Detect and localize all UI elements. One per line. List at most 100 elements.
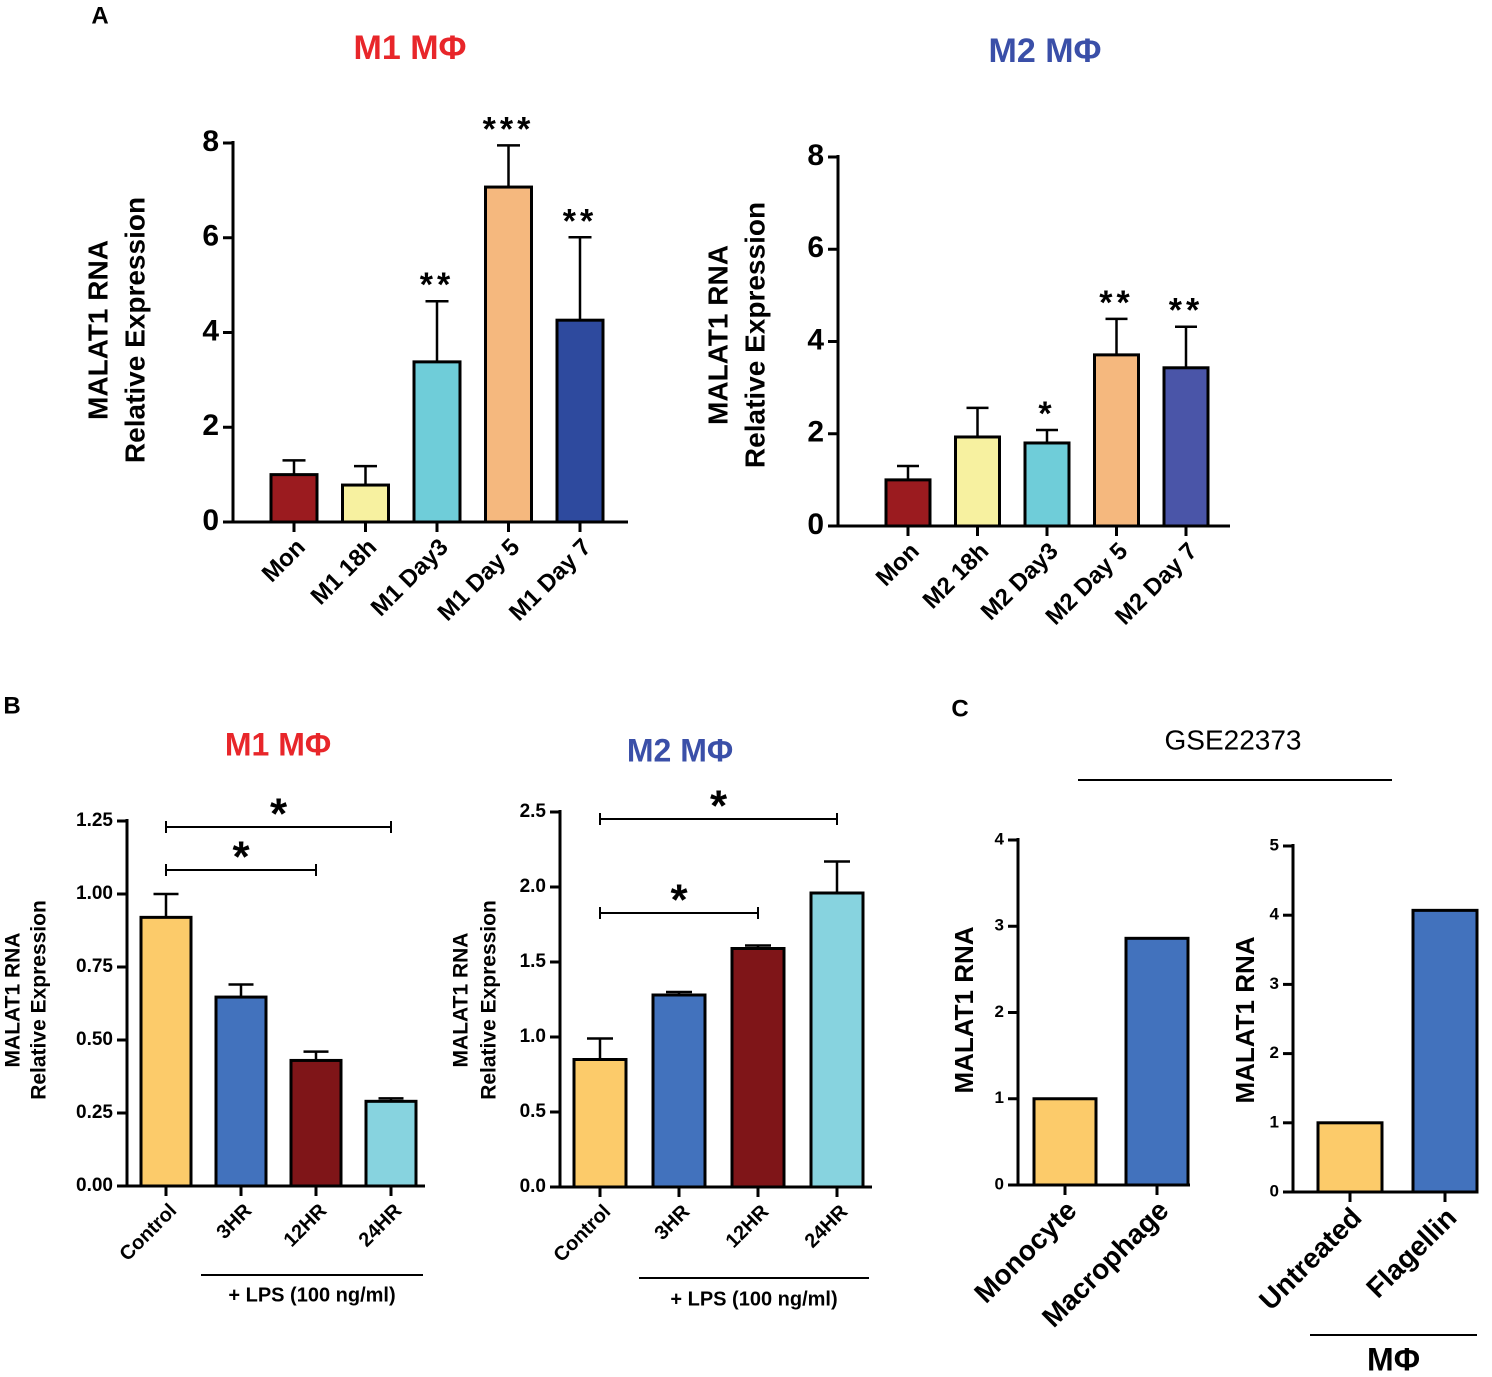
- chart-title: M2 MΦ: [627, 732, 733, 768]
- y-axis-label: Relative Expression: [478, 900, 501, 1100]
- error-bar: [568, 236, 592, 321]
- error-bar: [303, 1050, 329, 1061]
- group-label: + LPS (100 ng/ml): [670, 1288, 837, 1310]
- y-tick-label: 0.75: [76, 956, 113, 977]
- comparison-label: *: [710, 782, 728, 831]
- y-tick-label: 2: [1270, 1043, 1279, 1062]
- y-tick-label: 2: [807, 416, 824, 449]
- comparison-bracket: [165, 821, 392, 833]
- bar: [651, 993, 707, 1189]
- bar: [139, 915, 193, 1188]
- y-tick-label: 0.0: [520, 1176, 546, 1197]
- y-axis-label: Relative Expression: [739, 202, 770, 468]
- significance: **: [563, 202, 597, 240]
- y-tick-label: 6: [807, 231, 824, 264]
- y-axis-label: MALAT1 RNA: [82, 240, 113, 420]
- chart-title: M1 MΦ: [225, 726, 331, 762]
- comparison-bracket: [165, 864, 317, 876]
- group-label: + LPS (100 ng/ml): [228, 1284, 395, 1306]
- bar: [289, 1058, 343, 1188]
- chart-title: M1 MΦ: [354, 29, 467, 67]
- x-tick-label: 12HR: [280, 1199, 332, 1251]
- y-tick-label: 4: [807, 323, 824, 356]
- bar: [269, 473, 319, 524]
- y-tick-label: 1.0: [520, 1026, 546, 1047]
- error-bar: [354, 464, 377, 486]
- significance: **: [1099, 284, 1133, 322]
- bar: [1316, 1121, 1384, 1194]
- y-tick-label: 1.25: [76, 810, 113, 831]
- y-tick-label: 1.5: [520, 951, 547, 972]
- y-tick-label: 8: [807, 139, 824, 172]
- significance: **: [420, 266, 454, 304]
- error-bar: [666, 990, 692, 995]
- comparison-label: *: [232, 833, 250, 882]
- y-tick-label: 1: [995, 1088, 1004, 1107]
- y-tick-label: 0.5: [520, 1101, 547, 1122]
- significance: **: [1169, 292, 1203, 330]
- panel-label: A: [91, 2, 108, 29]
- y-tick-label: 4: [202, 314, 219, 347]
- error-bar: [587, 1037, 613, 1060]
- y-tick-label: 0: [1270, 1181, 1279, 1200]
- y-tick-label: 4: [995, 829, 1005, 848]
- x-tick-label: Flagellin: [1360, 1202, 1462, 1304]
- bar: [1023, 441, 1071, 528]
- chart-title: M2 MΦ: [989, 32, 1102, 70]
- bar: [364, 1099, 418, 1188]
- comparison-bracket: [599, 813, 838, 825]
- bar: [1093, 353, 1140, 528]
- y-tick-label: 4: [1270, 905, 1280, 924]
- bar: [1162, 366, 1210, 528]
- bar: [954, 435, 1001, 528]
- dataset-title: GSE22373: [1165, 724, 1302, 755]
- y-tick-label: 1: [1270, 1112, 1279, 1131]
- bar: [730, 947, 786, 1189]
- y-tick-label: 0: [807, 508, 824, 541]
- y-axis-label: Relative Expression: [119, 197, 150, 463]
- x-tick-label: Mon: [257, 534, 311, 588]
- comparison-bracket: [599, 907, 759, 919]
- error-bar: [1105, 317, 1128, 355]
- y-tick-label: 0: [995, 1174, 1004, 1193]
- error-bar: [497, 144, 520, 188]
- x-tick-label: 12HR: [722, 1200, 774, 1252]
- y-tick-label: 2: [202, 409, 219, 442]
- bar: [1032, 1097, 1098, 1187]
- x-tick-label: Mon: [871, 538, 925, 592]
- error-bar: [745, 944, 771, 949]
- x-tick-label: 24HR: [801, 1200, 853, 1252]
- error-bar: [425, 299, 449, 362]
- error-bar: [228, 983, 254, 998]
- x-tick-label: Control: [115, 1200, 181, 1266]
- bar: [1411, 908, 1479, 1194]
- y-tick-label: 0.25: [76, 1102, 113, 1123]
- bar: [572, 1058, 628, 1189]
- bar: [484, 185, 533, 524]
- error-bar: [378, 1097, 404, 1102]
- panel-label: C: [951, 695, 968, 722]
- error-bar: [1036, 428, 1058, 443]
- y-tick-label: 2.0: [520, 876, 546, 897]
- y-tick-label: 5: [1270, 835, 1279, 854]
- x-tick-label: 24HR: [355, 1199, 407, 1251]
- error-bar: [153, 892, 179, 918]
- x-tick-label: 3HR: [212, 1199, 256, 1243]
- bar: [884, 478, 932, 528]
- bar: [555, 318, 605, 524]
- panel-label: B: [3, 692, 20, 719]
- y-tick-label: 1.00: [76, 883, 113, 904]
- y-tick-label: 3: [1270, 974, 1279, 993]
- bar: [809, 891, 865, 1189]
- y-axis-label: Relative Expression: [28, 900, 51, 1100]
- y-tick-label: 2.5: [520, 801, 547, 822]
- comparison-label: *: [270, 790, 288, 839]
- y-axis-label: MALAT1 RNA: [702, 245, 733, 425]
- x-tick-label: Control: [549, 1201, 615, 1267]
- y-tick-label: 2: [995, 1002, 1004, 1021]
- bar: [341, 483, 390, 524]
- y-tick-label: 0.50: [76, 1029, 113, 1050]
- y-tick-label: 0: [202, 504, 219, 537]
- y-axis-label: MALAT1 RNA: [2, 933, 25, 1068]
